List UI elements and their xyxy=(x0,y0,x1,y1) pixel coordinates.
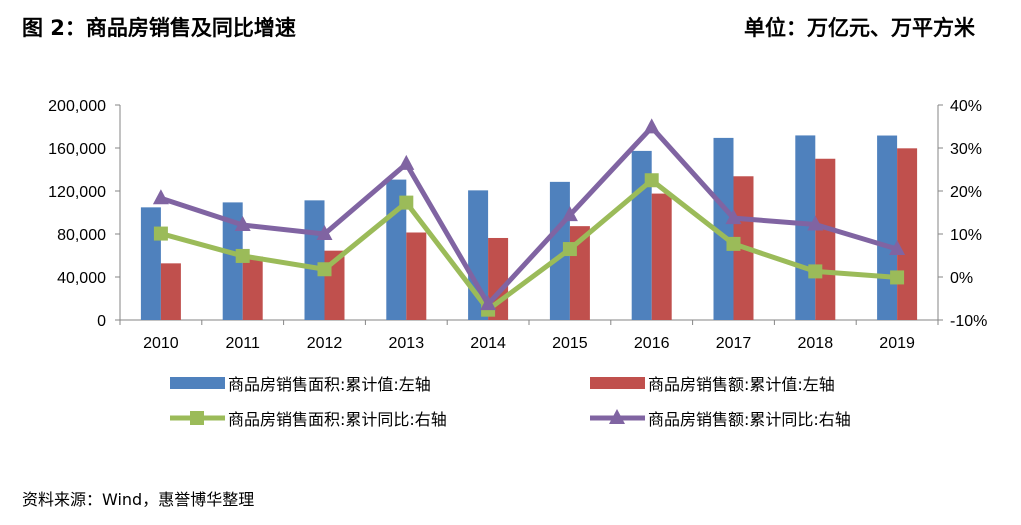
x-tick-label: 2010 xyxy=(143,335,179,352)
bar-sales-amount xyxy=(242,256,263,320)
marker-amount-yoy xyxy=(152,189,169,205)
marker-area-yoy xyxy=(890,270,905,285)
x-tick-label: 2013 xyxy=(389,335,425,352)
marker-amount-yoy xyxy=(807,215,824,231)
bar-sales-amount xyxy=(160,263,181,320)
marker-amount-yoy xyxy=(643,118,660,134)
marker-area-yoy xyxy=(808,264,823,279)
line-amount-yoy xyxy=(160,124,898,307)
legend-marker xyxy=(190,411,204,425)
left-tick-label: 0 xyxy=(97,313,106,330)
chart-title: 图 2：商品房销售及同比增速 xyxy=(22,16,296,40)
bar-sales-amount xyxy=(406,232,427,320)
x-tick-label: 2019 xyxy=(879,335,915,352)
legend-label: 商品房销售面积:累计值:左轴 xyxy=(228,375,431,394)
right-tick-label: 40% xyxy=(950,98,982,115)
right-tick-label: -10% xyxy=(950,313,987,330)
marker-amount-yoy xyxy=(889,240,906,256)
x-tick-label: 2012 xyxy=(307,335,343,352)
right-tick-label: 20% xyxy=(950,184,982,201)
line-area-yoy xyxy=(160,177,898,313)
marker-area-yoy xyxy=(235,248,250,263)
bar-sales-area xyxy=(304,200,325,320)
bar-sales-area xyxy=(713,137,734,320)
legend-swatch xyxy=(170,377,225,389)
legend-swatch xyxy=(590,377,645,389)
marker-amount-yoy xyxy=(480,295,497,311)
left-tick-label: 160,000 xyxy=(48,141,106,158)
bar-sales-amount xyxy=(815,158,836,320)
marker-area-yoy xyxy=(644,173,659,188)
marker-area-yoy xyxy=(153,226,168,241)
left-tick-label: 40,000 xyxy=(57,270,106,287)
x-tick-label: 2016 xyxy=(634,335,670,352)
legend-label: 商品房销售面积:累计同比:右轴 xyxy=(228,410,447,429)
bar-sales-amount xyxy=(897,148,918,320)
marker-amount-yoy xyxy=(234,215,251,231)
right-tick-label: 10% xyxy=(950,227,982,244)
left-tick-label: 120,000 xyxy=(48,184,106,201)
marker-amount-yoy xyxy=(316,225,333,240)
x-tick-label: 2015 xyxy=(552,335,588,352)
x-tick-label: 2011 xyxy=(225,335,260,352)
legend-marker xyxy=(609,409,625,424)
legend-label: 商品房销售额:累计同比:右轴 xyxy=(648,410,851,429)
right-tick-label: 30% xyxy=(950,141,982,158)
marker-amount-yoy xyxy=(725,209,742,225)
left-tick-label: 80,000 xyxy=(57,227,106,244)
bar-sales-area xyxy=(222,202,243,320)
marker-amount-yoy xyxy=(398,154,415,170)
marker-area-yoy xyxy=(317,262,332,277)
unit-label: 单位：万亿元、万平方米 xyxy=(744,16,975,40)
source-note: 资料来源：Wind，惠誉博华整理 xyxy=(22,490,255,509)
bar-sales-amount xyxy=(651,193,672,320)
bar-sales-area xyxy=(140,207,161,320)
x-tick-label: 2018 xyxy=(798,335,834,352)
x-tick-label: 2017 xyxy=(716,335,752,352)
right-tick-label: 0% xyxy=(950,270,973,287)
marker-area-yoy xyxy=(726,236,741,251)
marker-area-yoy xyxy=(399,195,414,210)
marker-area-yoy xyxy=(562,242,577,257)
x-tick-label: 2014 xyxy=(470,335,506,352)
marker-amount-yoy xyxy=(561,206,578,222)
legend-label: 商品房销售额:累计值:左轴 xyxy=(648,375,835,394)
left-tick-label: 200,000 xyxy=(48,98,106,115)
bar-sales-area xyxy=(877,135,898,320)
